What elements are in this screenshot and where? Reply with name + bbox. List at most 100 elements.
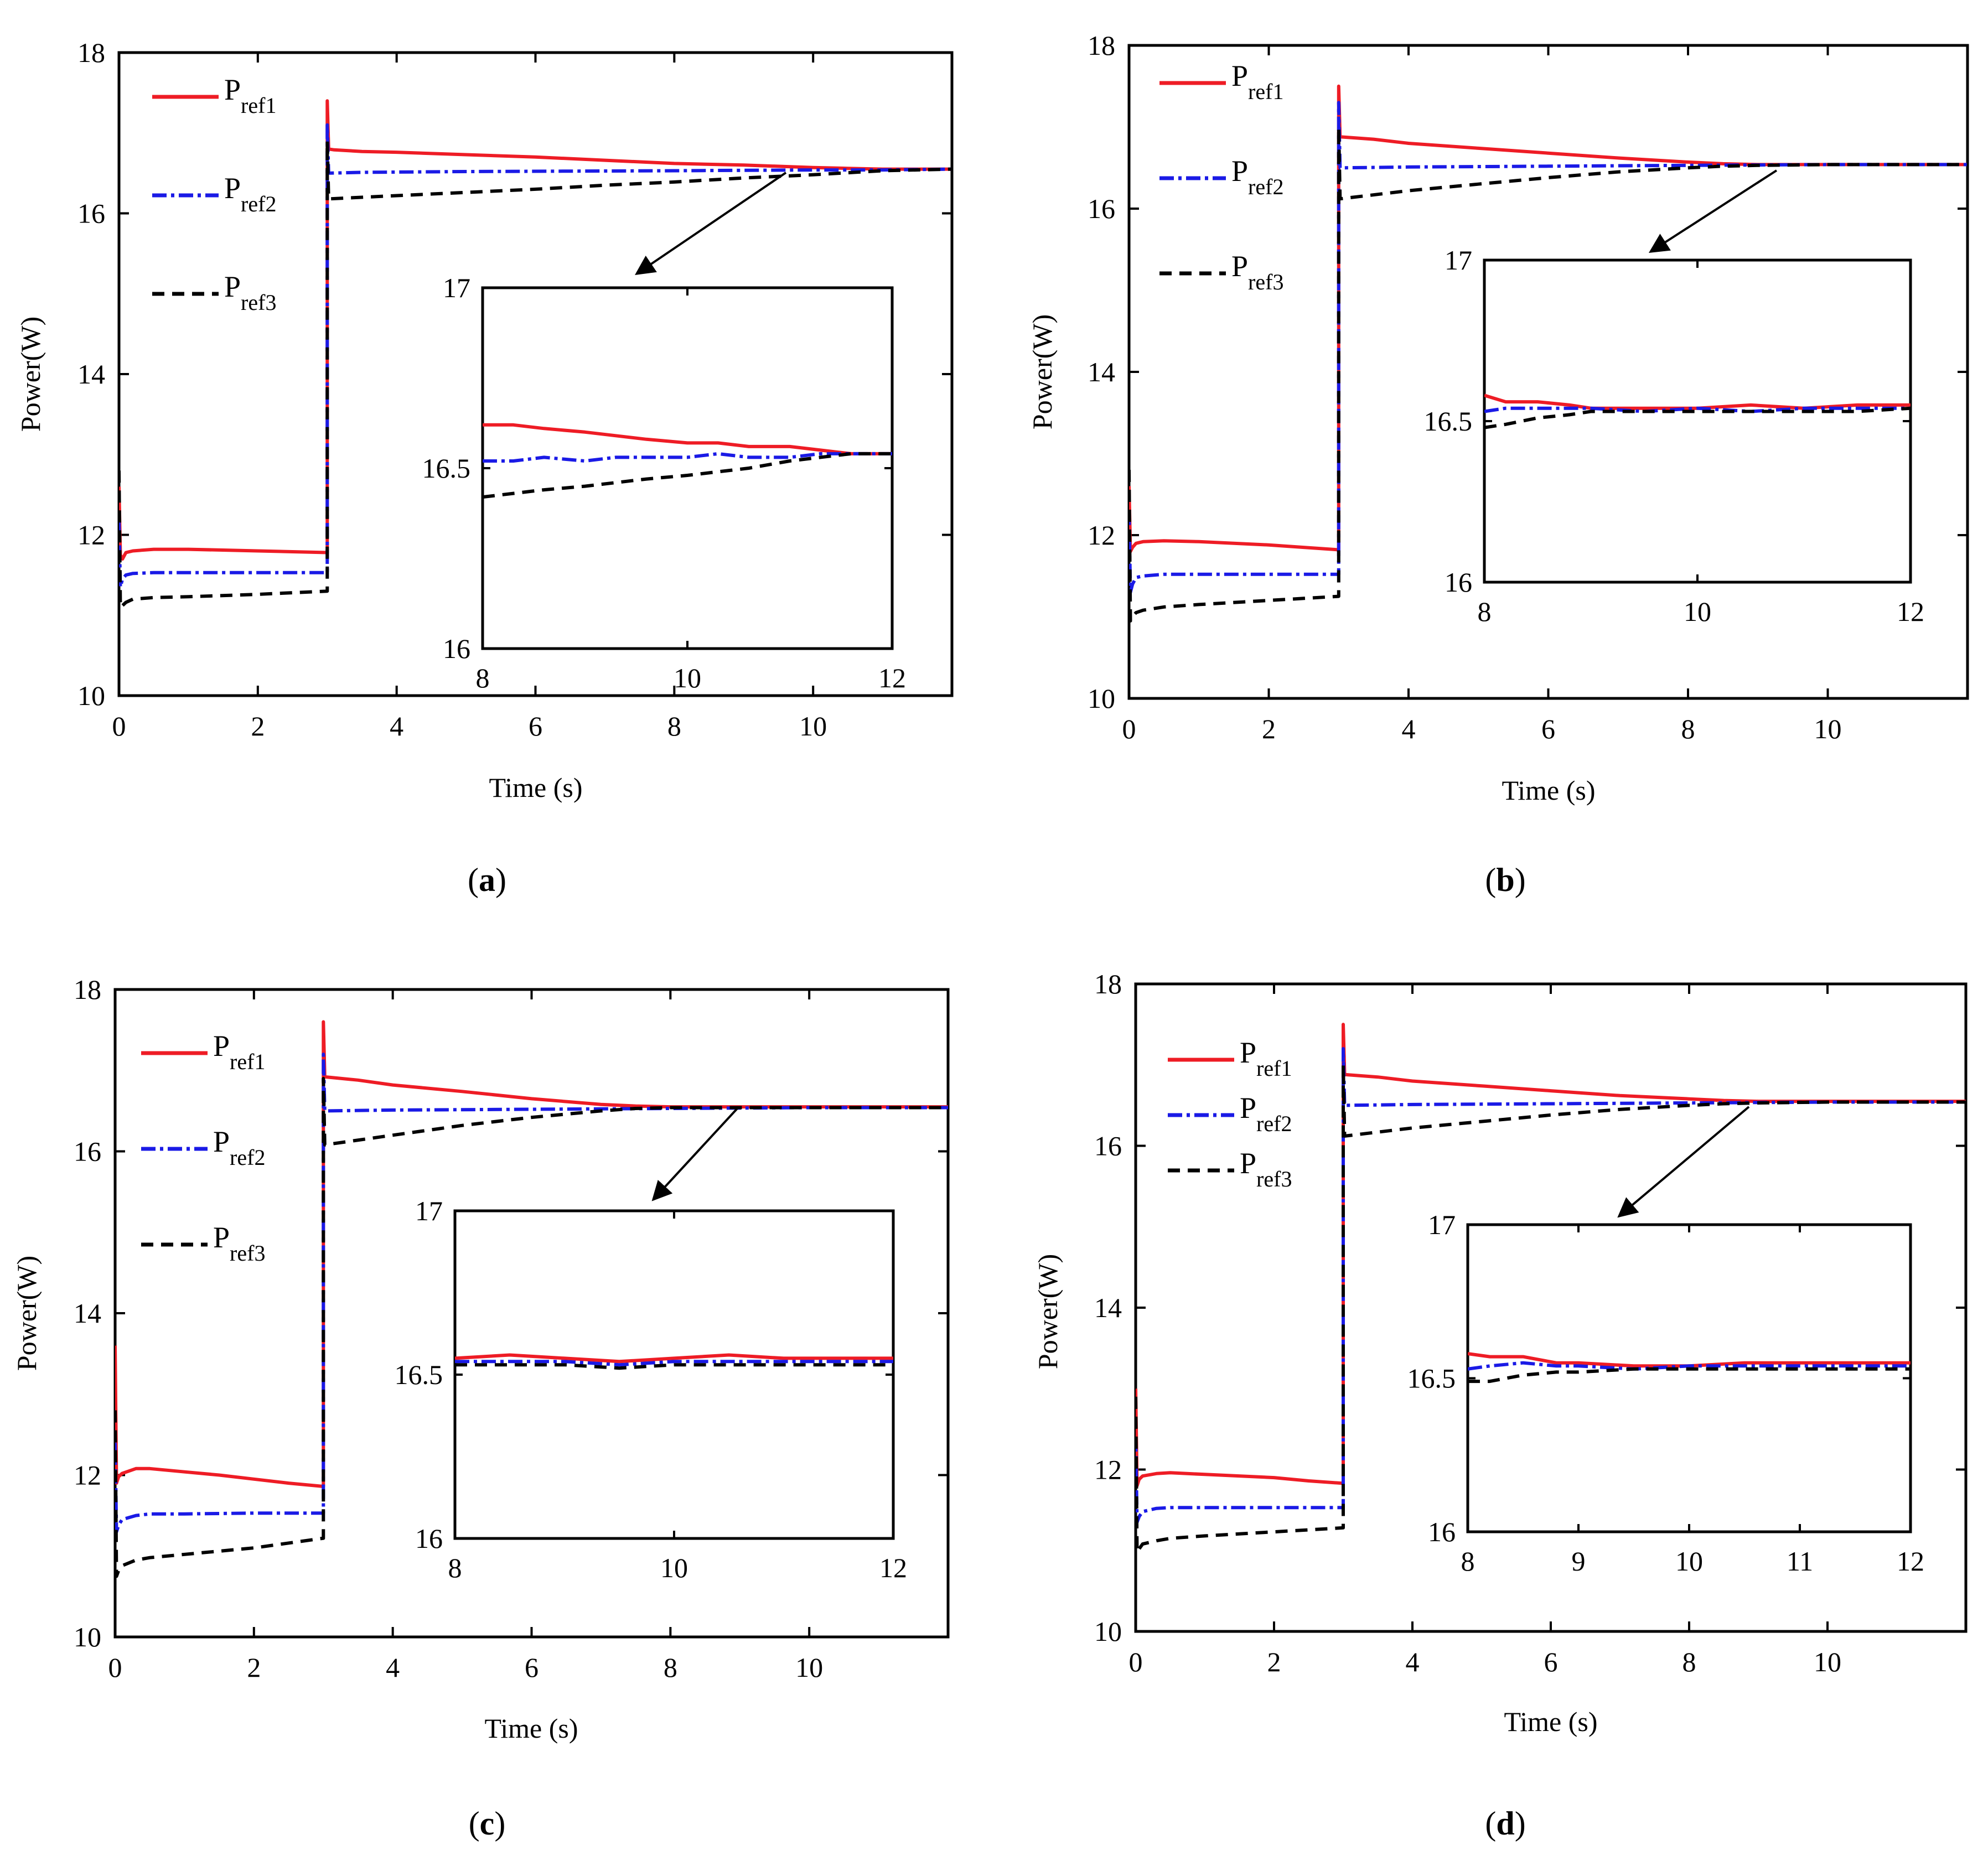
panel-d-inset-xtick-label: 8: [1461, 1546, 1475, 1577]
panel-b-xtick-label: 4: [1402, 713, 1416, 744]
panel-a-ytick-label: 14: [77, 359, 105, 390]
panel-c-legend-label-ref3: Pref3: [213, 1221, 265, 1266]
panel-c-legend-label-ref2: Pref2: [213, 1125, 265, 1170]
panel-d-xtick-label: 2: [1267, 1646, 1281, 1677]
panel-b-caption: (b): [1485, 862, 1525, 898]
panel-c-inset-series-1: [455, 1360, 893, 1367]
panel-b-legend: Pref1 Pref2 Pref3: [1159, 59, 1283, 294]
panel-d-inset-series-2: [1468, 1367, 1911, 1383]
panel-b-ytick-label: 14: [1088, 356, 1115, 387]
panel-d-zoom-arrow: [1617, 1106, 1750, 1218]
panel-a-inset-xtick-label: 12: [878, 662, 906, 693]
panel-a-y-axis-label: Power(W): [15, 317, 46, 432]
panel-a-inset-series-0: [483, 423, 892, 455]
panel-a-xtick-label: 10: [799, 711, 827, 742]
panel-b-inset-ytick-label: 16: [1445, 567, 1472, 598]
panel-c-x-axis-label: Time (s): [484, 1713, 578, 1744]
panel-b-series-ref2: [1129, 101, 1968, 594]
panel-c-xtick-label: 6: [525, 1652, 539, 1683]
panel-c-inset-axes: 8 10 12 16 16.5 17: [395, 1195, 908, 1583]
panel-d-inset-xtick-label: 11: [1787, 1546, 1813, 1577]
panel-c-inset-xtick-label: 8: [448, 1552, 462, 1583]
panel-d-inset-axes: 8 9 10 11 12 16 16.5 17: [1407, 1209, 1925, 1577]
panel-a-inset-ytick-label: 17: [443, 272, 470, 303]
panel-d-inset-frame: [1466, 1223, 1912, 1533]
panel-b-inset-xtick-label: 12: [1897, 596, 1924, 627]
panel-c-caption: (c): [469, 1805, 506, 1842]
panel-d-legend-label-ref1: Pref1: [1240, 1036, 1292, 1081]
panel-c-legend-label-ref1: Pref1: [213, 1029, 265, 1074]
panel-b-inset-xtick-label: 10: [1684, 596, 1711, 627]
panel-c-ytick-label: 12: [74, 1460, 101, 1491]
panel-c-inset-series-2: [455, 1363, 893, 1370]
panel-c-legend: Pref1 Pref2 Pref3: [141, 1029, 265, 1266]
panel-b-series-ref3: [1129, 125, 1968, 623]
panel-c-inset-ytick-label: 17: [415, 1195, 443, 1226]
panel-d-xtick-label: 6: [1544, 1646, 1558, 1677]
panel-c-ytick-label: 18: [74, 974, 101, 1005]
panel-b-inset-ytick-label: 17: [1445, 245, 1472, 276]
panel-c-xtick-label: 2: [247, 1652, 261, 1683]
panel-d-ytick-label: 12: [1094, 1454, 1122, 1485]
panel-b-y-axis-label: Power(W): [1027, 314, 1058, 429]
panel-b-xtick-label: 2: [1262, 713, 1276, 744]
panel-a-xtick-label: 2: [251, 711, 265, 742]
panel-d-series-ref2: [1136, 1047, 1966, 1524]
panel-b-xtick-label: 6: [1541, 713, 1555, 744]
panel-a-xtick-label: 4: [390, 711, 403, 742]
panel-a-ytick-label: 12: [77, 520, 105, 551]
panel-c-inset-xtick-label: 12: [879, 1552, 907, 1583]
panel-a-inset-series-1: [483, 452, 892, 463]
panel-a-xtick-label: 0: [112, 711, 126, 742]
panel-c-inset-ytick-label: 16.5: [395, 1359, 443, 1390]
panel-b-legend-label-ref1: Pref1: [1231, 59, 1283, 104]
panel-a-inset-series-2: [483, 452, 892, 499]
panel-c-y-axis-label: Power(W): [11, 1256, 42, 1371]
panel-b-inset-axes: 8 10 12 16 16.5 17: [1424, 245, 1925, 627]
panel-b-legend-label-ref3: Pref3: [1231, 250, 1283, 294]
panel-a-ytick-label: 16: [77, 198, 105, 229]
panel-c-xtick-label: 4: [386, 1652, 400, 1683]
panel-d-series-ref3: [1136, 1063, 1966, 1554]
panel-d-inset-ytick-label: 17: [1428, 1209, 1456, 1240]
panel-b-xtick-label: 10: [1814, 713, 1842, 744]
panel-c-series-ref3: [115, 1076, 948, 1578]
panel-c-xtick-label: 10: [795, 1652, 823, 1683]
panel-d-ytick-label: 14: [1094, 1292, 1122, 1323]
panel-d-inset-xtick-label: 12: [1897, 1546, 1924, 1577]
panel-c-ytick-label: 10: [74, 1621, 101, 1652]
panel-d-xtick-label: 10: [1814, 1646, 1841, 1677]
panel-d-y-axis-label: Power(W): [1032, 1254, 1063, 1369]
panel-d-inset-series-0: [1468, 1352, 1911, 1368]
panel-d-xtick-label: 0: [1129, 1646, 1143, 1677]
panel-a-inset-frame: [481, 286, 894, 650]
panel-a-series-ref2: [119, 123, 952, 589]
panel-a-ytick-label: 10: [77, 680, 105, 711]
panel-c-inset-frame: [453, 1209, 895, 1540]
panel-b-zoom-arrow: [1648, 169, 1778, 253]
panel-a-inset-axes: 8 10 12 16 16.5 17: [422, 272, 907, 693]
panel-c-inset-xtick-label: 10: [660, 1552, 688, 1583]
panel-c-zoom-arrow: [651, 1106, 740, 1201]
panel-a-zoom-arrow: [635, 172, 787, 276]
panel-b-x-axis-label: Time (s): [1502, 775, 1595, 806]
panel-a-x-axis-label: Time (s): [489, 772, 582, 803]
panel-a-ytick-label: 18: [77, 37, 105, 68]
panel-a-xtick-label: 8: [667, 711, 681, 742]
panel-c-xtick-label: 0: [108, 1652, 122, 1683]
panel-d-ytick-label: 16: [1094, 1131, 1122, 1162]
panel-a-legend-label-ref1: Pref1: [224, 73, 276, 118]
panel-d-inset-xtick-label: 10: [1675, 1546, 1703, 1577]
panel-c-inset-ytick-label: 16: [415, 1523, 443, 1554]
panel-d-legend: Pref1 Pref2 Pref3: [1168, 1036, 1292, 1191]
panel-d-x-axis-label: Time (s): [1504, 1706, 1597, 1737]
panel-d-legend-label-ref3: Pref3: [1240, 1147, 1292, 1191]
panel-b-inset-xtick-label: 8: [1478, 596, 1492, 627]
panel-d-ytick-label: 10: [1094, 1616, 1122, 1647]
panel-c-ytick-label: 14: [74, 1298, 101, 1329]
panel-b-inset-frame: [1483, 258, 1912, 584]
panel-a-inset-xtick-label: 8: [476, 662, 490, 693]
panel-a-legend: Pref1 Pref2 Pref3: [152, 73, 276, 315]
panel-d-xtick-label: 8: [1682, 1646, 1696, 1677]
